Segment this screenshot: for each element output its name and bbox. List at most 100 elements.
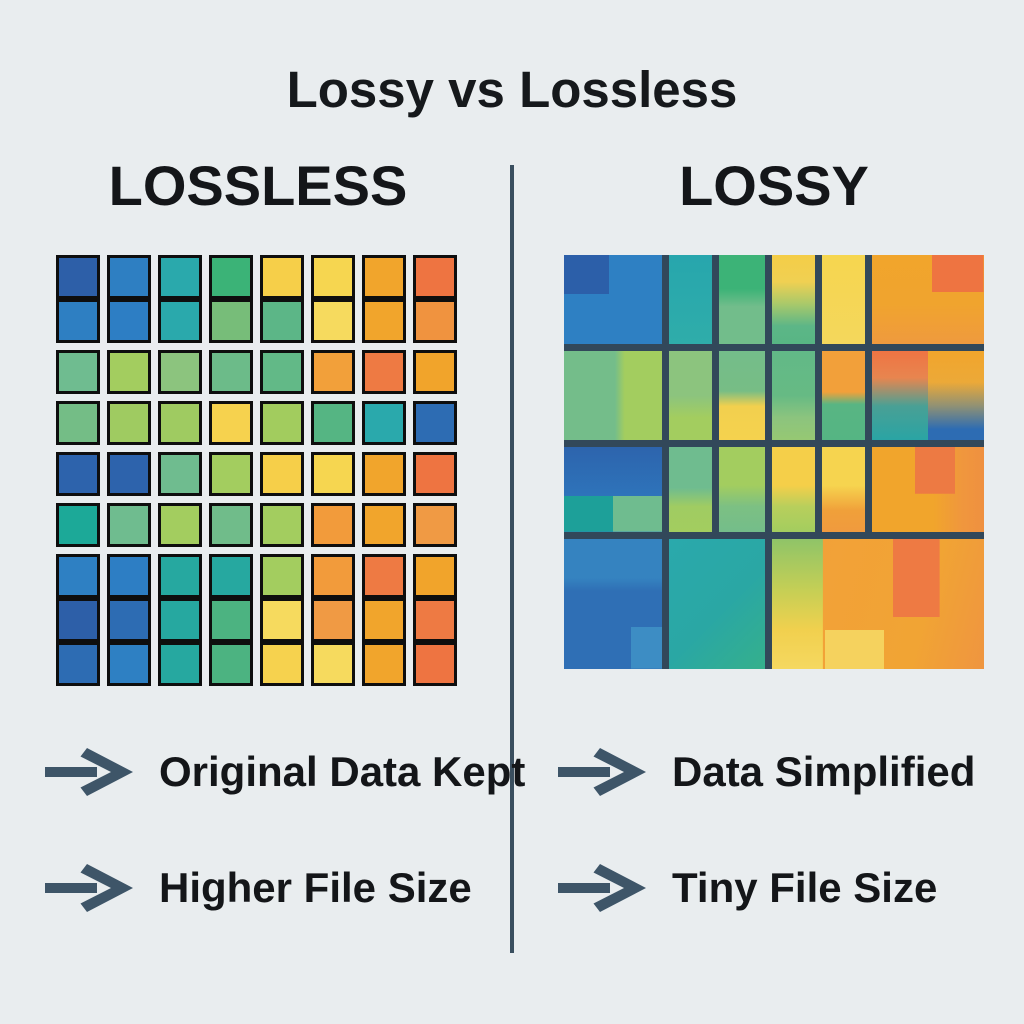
pixel-cell	[209, 642, 253, 686]
lossless-bullet-2: Higher File Size	[45, 858, 472, 918]
pixel-cell	[311, 554, 355, 598]
arrow-right-icon	[45, 864, 133, 912]
pixel-cell	[158, 299, 202, 343]
pixel-cell	[158, 255, 202, 299]
lossy-heading: LOSSY	[679, 154, 869, 217]
lossy-grid-row	[564, 351, 984, 447]
pixel-cell	[107, 598, 151, 642]
pixel-cell	[56, 503, 100, 547]
pixel-cell	[311, 503, 355, 547]
lossless-grid-row	[56, 350, 457, 394]
pixel-cell	[413, 503, 457, 547]
block-cell	[822, 351, 872, 440]
block-cell	[872, 351, 984, 440]
lossy-grid-row	[564, 539, 984, 669]
pixel-cell	[209, 299, 253, 343]
block-cell	[564, 351, 669, 440]
pixel-cell	[56, 255, 100, 299]
lossless-grid-row	[56, 598, 457, 642]
block-cell	[669, 447, 719, 532]
pixel-cell	[362, 299, 406, 343]
pixel-cell	[362, 401, 406, 445]
pixel-cell	[362, 255, 406, 299]
lossy-grid-row	[564, 255, 984, 351]
pixel-cell	[56, 299, 100, 343]
pixel-cell	[311, 299, 355, 343]
pixel-cell	[413, 401, 457, 445]
pixel-cell	[311, 401, 355, 445]
block-cell	[564, 447, 669, 532]
pixel-cell	[311, 642, 355, 686]
block-cell	[772, 351, 822, 440]
pixel-cell	[260, 554, 304, 598]
block-cell	[772, 255, 822, 344]
pixel-cell	[158, 642, 202, 686]
pixel-cell	[362, 503, 406, 547]
bullet-label: Tiny File Size	[672, 864, 938, 911]
pixel-cell	[56, 642, 100, 686]
pixel-cell	[209, 554, 253, 598]
lossy-bullet-1: Data Simplified	[558, 742, 975, 802]
pixel-cell	[56, 401, 100, 445]
pixel-cell	[158, 598, 202, 642]
pixel-cell	[107, 554, 151, 598]
pixel-cell	[311, 452, 355, 496]
block-cell	[822, 447, 872, 532]
arrow-right-icon	[558, 864, 646, 912]
pixel-cell	[209, 503, 253, 547]
pixel-cell	[260, 255, 304, 299]
lossy-grid	[564, 255, 984, 690]
pixel-cell	[413, 452, 457, 496]
page-title: Lossy vs Lossless	[286, 61, 738, 118]
pixel-cell	[158, 401, 202, 445]
pixel-cell	[209, 350, 253, 394]
arrow-right-icon	[45, 748, 133, 796]
bullet-label: Data Simplified	[672, 748, 976, 795]
bullet-label: Higher File Size	[159, 864, 472, 911]
block-cell	[564, 255, 669, 344]
lossy-grid-row	[564, 447, 984, 539]
pixel-cell	[56, 554, 100, 598]
lossless-grid-row	[56, 401, 457, 445]
pixel-cell	[260, 598, 304, 642]
block-cell	[719, 351, 772, 440]
lossless-grid-row	[56, 642, 457, 686]
lossless-bullet-1: Original Data Kept	[45, 742, 525, 802]
pixel-cell	[56, 350, 100, 394]
block-cell	[772, 539, 984, 669]
pixel-cell	[107, 350, 151, 394]
pixel-cell	[413, 598, 457, 642]
block-cell	[669, 255, 719, 344]
pixel-cell	[311, 255, 355, 299]
pixel-cell	[107, 642, 151, 686]
pixel-cell	[158, 503, 202, 547]
lossless-grid-row	[56, 554, 457, 598]
block-cell	[772, 447, 822, 532]
vertical-divider	[510, 165, 514, 953]
pixel-cell	[107, 401, 151, 445]
pixel-cell	[107, 299, 151, 343]
pixel-cell	[107, 255, 151, 299]
pixel-cell	[260, 642, 304, 686]
arrow-right-icon	[558, 748, 646, 796]
pixel-cell	[209, 401, 253, 445]
block-cell	[719, 447, 772, 532]
lossless-grid-row	[56, 503, 457, 547]
pixel-cell	[260, 503, 304, 547]
pixel-cell	[107, 452, 151, 496]
lossless-grid-row	[56, 299, 457, 343]
lossless-grid	[56, 255, 457, 686]
block-cell	[669, 351, 719, 440]
pixel-cell	[260, 299, 304, 343]
block-cell	[719, 255, 772, 344]
pixel-cell	[362, 642, 406, 686]
pixel-cell	[260, 350, 304, 394]
pixel-cell	[413, 299, 457, 343]
pixel-cell	[413, 554, 457, 598]
block-cell	[564, 539, 669, 669]
pixel-cell	[362, 554, 406, 598]
lossless-grid-row	[56, 255, 457, 299]
pixel-cell	[362, 350, 406, 394]
bullet-label: Original Data Kept	[159, 748, 526, 795]
